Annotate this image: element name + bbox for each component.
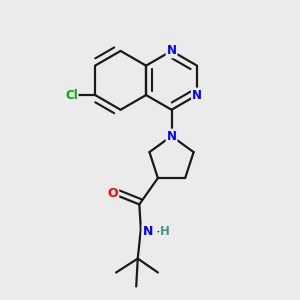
Text: N: N <box>167 44 176 57</box>
Text: N: N <box>142 225 153 238</box>
Text: –: – <box>157 226 162 237</box>
Text: N: N <box>192 88 202 101</box>
Text: Cl: Cl <box>65 88 78 101</box>
Text: N: N <box>167 130 176 142</box>
Text: H: H <box>160 225 170 238</box>
Text: O: O <box>108 187 118 200</box>
